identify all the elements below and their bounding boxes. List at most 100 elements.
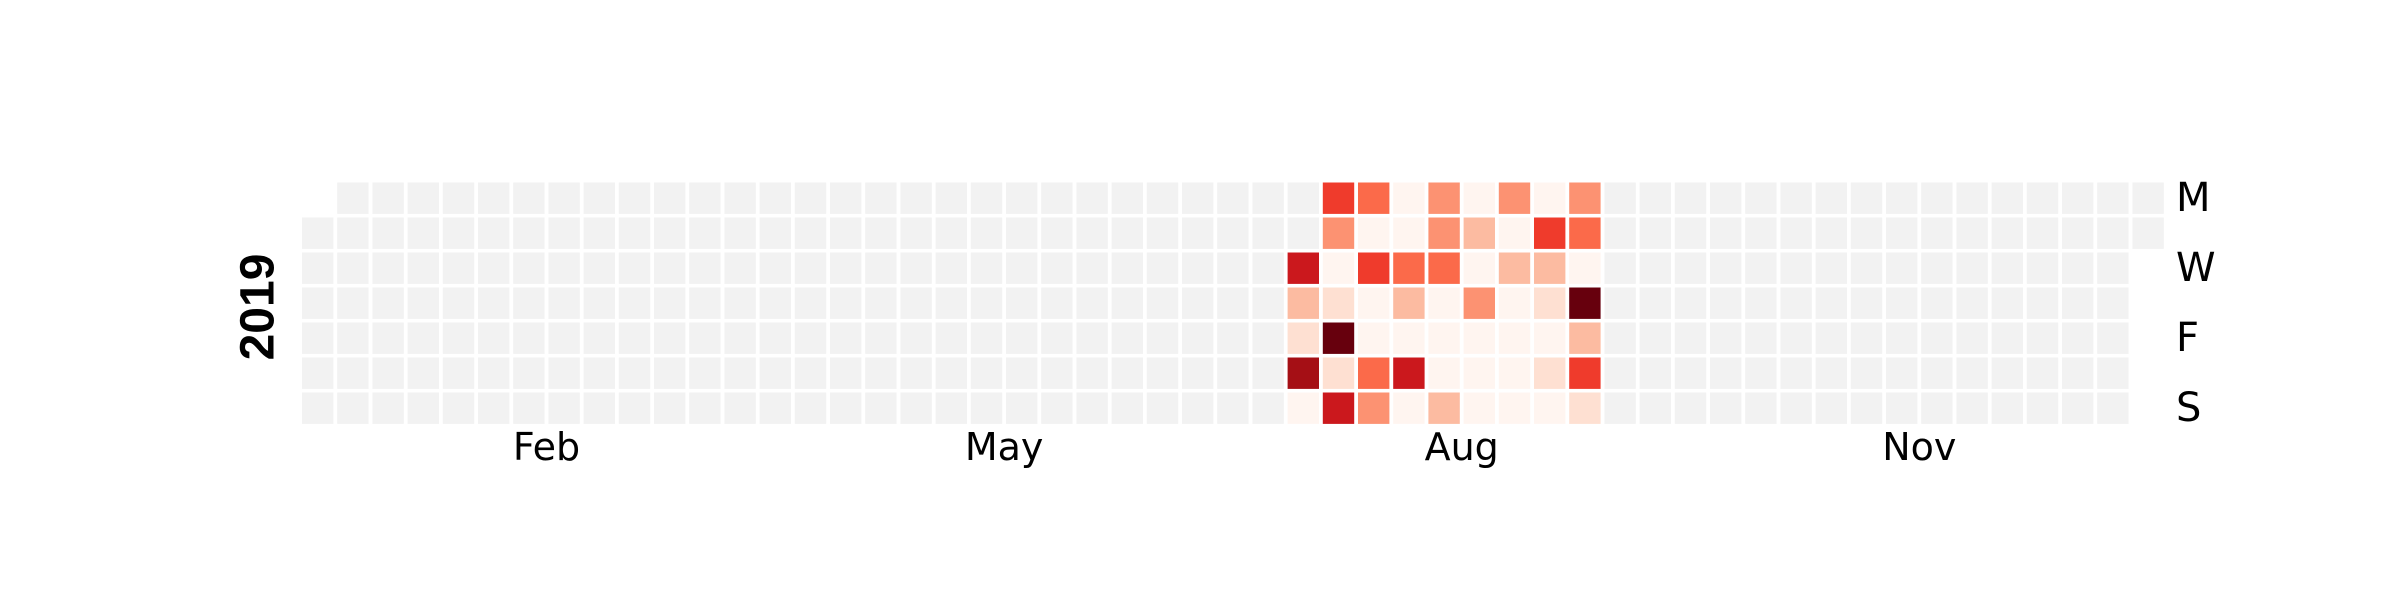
heatmap-cell-week19-tue	[970, 217, 1003, 249]
heatmap-cell-week26-tue	[1217, 217, 1249, 249]
heatmap-cell-week44-thu	[1850, 287, 1883, 319]
heatmap-cell-week43-tue	[1815, 217, 1847, 249]
heatmap-cell-week3-fri	[407, 322, 439, 354]
heatmap-cell-week5-sat	[478, 357, 510, 389]
heatmap-cell-week38-fri	[1639, 322, 1671, 354]
heatmap-cell-week26-fri	[1217, 322, 1249, 354]
heatmap-cell-week2-wed	[372, 252, 404, 284]
heatmap-cell-week43-mon	[1815, 182, 1847, 214]
heatmap-cell-week16-tue	[865, 217, 897, 249]
heatmap-cells	[302, 182, 2164, 424]
heatmap-cell-week0-fri	[302, 322, 334, 354]
heatmap-cell-week33-sun	[1463, 392, 1495, 424]
heatmap-cell-week8-fri	[583, 322, 615, 354]
heatmap-cell-week35-tue	[1534, 217, 1566, 249]
heatmap-cell-week51-thu	[2097, 287, 2129, 319]
heatmap-cell-week9-mon	[618, 182, 651, 214]
heatmap-cell-week41-sat	[1745, 357, 1777, 389]
heatmap-cell-week3-sat	[407, 357, 439, 389]
heatmap-cell-week10-tue	[654, 217, 686, 249]
heatmap-cell-week9-tue	[618, 217, 651, 249]
heatmap-cell-week25-sat	[1182, 357, 1214, 389]
heatmap-cell-week2-thu	[372, 287, 404, 319]
heatmap-cell-week25-tue	[1182, 217, 1214, 249]
heatmap-cell-week46-fri	[1921, 322, 1953, 354]
heatmap-cell-week4-tue	[442, 217, 475, 249]
heatmap-cell-week47-sat	[1956, 357, 1988, 389]
heatmap-cell-week45-sat	[1886, 357, 1918, 389]
heatmap-cell-week20-tue	[1006, 217, 1038, 249]
year-label: 2019	[232, 254, 285, 361]
heatmap-cell-week46-sun	[1921, 392, 1953, 424]
heatmap-cell-week31-thu	[1393, 287, 1425, 319]
heatmap-cell-week48-fri	[1991, 322, 2023, 354]
heatmap-cell-week33-wed	[1463, 252, 1495, 284]
heatmap-cell-week0-sun	[302, 392, 334, 424]
heatmap-cell-week1-wed	[337, 252, 369, 284]
heatmap-cell-week22-sun	[1076, 392, 1108, 424]
heatmap-cell-week39-wed	[1674, 252, 1707, 284]
heatmap-cell-week37-wed	[1604, 252, 1636, 284]
heatmap-cell-week2-fri	[372, 322, 404, 354]
heatmap-cell-week27-mon	[1252, 182, 1284, 214]
heatmap-cell-week16-sat	[865, 357, 897, 389]
heatmap-cell-week3-sun	[407, 392, 439, 424]
heatmap-cell-week17-tue	[900, 217, 932, 249]
heatmap-cell-week40-tue	[1710, 217, 1742, 249]
heatmap-cell-week5-fri	[478, 322, 510, 354]
heatmap-cell-week15-sun	[830, 392, 862, 424]
heatmap-cell-week37-fri	[1604, 322, 1636, 354]
heatmap-cell-week19-fri	[970, 322, 1003, 354]
heatmap-cell-week29-fri	[1322, 322, 1355, 354]
heatmap-cell-week39-thu	[1674, 287, 1707, 319]
heatmap-cell-week48-wed	[1991, 252, 2023, 284]
heatmap-cell-week39-fri	[1674, 322, 1707, 354]
heatmap-cell-week50-tue	[2062, 217, 2094, 249]
heatmap-cell-week15-wed	[830, 252, 862, 284]
heatmap-cell-week35-mon	[1534, 182, 1566, 214]
heatmap-cell-week29-tue	[1322, 217, 1355, 249]
heatmap-cell-week42-sat	[1780, 357, 1812, 389]
heatmap-cell-week26-wed	[1217, 252, 1249, 284]
heatmap-cell-week20-sun	[1006, 392, 1038, 424]
heatmap-cell-week30-sun	[1358, 392, 1390, 424]
heatmap-cell-week11-wed	[689, 252, 721, 284]
heatmap-cell-week32-wed	[1428, 252, 1460, 284]
heatmap-cell-week19-sun	[970, 392, 1003, 424]
heatmap-cell-week40-sun	[1710, 392, 1742, 424]
heatmap-cell-week1-tue	[337, 217, 369, 249]
heatmap-cell-week49-fri	[2026, 322, 2059, 354]
heatmap-cell-week17-thu	[900, 287, 932, 319]
heatmap-cell-week13-thu	[759, 287, 791, 319]
heatmap-cell-week18-sat	[935, 357, 967, 389]
heatmap-cell-week46-mon	[1921, 182, 1953, 214]
heatmap-cell-week18-wed	[935, 252, 967, 284]
heatmap-cell-week47-thu	[1956, 287, 1988, 319]
heatmap-cell-week0-sat	[302, 357, 334, 389]
heatmap-cell-week34-thu	[1498, 287, 1531, 319]
heatmap-cell-week32-sun	[1428, 392, 1460, 424]
heatmap-cell-week20-sat	[1006, 357, 1038, 389]
heatmap-cell-week33-fri	[1463, 322, 1495, 354]
heatmap-cell-week10-mon	[654, 182, 686, 214]
heatmap-cell-week1-sat	[337, 357, 369, 389]
heatmap-cell-week34-wed	[1498, 252, 1531, 284]
heatmap-cell-week9-sun	[618, 392, 651, 424]
heatmap-cell-week1-thu	[337, 287, 369, 319]
heatmap-cell-week13-wed	[759, 252, 791, 284]
heatmap-cell-week16-mon	[865, 182, 897, 214]
heatmap-cell-week31-tue	[1393, 217, 1425, 249]
weekday-label-w-2: W	[2176, 245, 2216, 291]
heatmap-cell-week11-fri	[689, 322, 721, 354]
heatmap-cell-week30-fri	[1358, 322, 1390, 354]
heatmap-cell-week26-thu	[1217, 287, 1249, 319]
heatmap-cell-week1-fri	[337, 322, 369, 354]
heatmap-cell-week18-thu	[935, 287, 967, 319]
heatmap-cell-week24-tue	[1146, 217, 1179, 249]
heatmap-cell-week3-tue	[407, 217, 439, 249]
heatmap-cell-week20-thu	[1006, 287, 1038, 319]
heatmap-cell-week1-mon	[337, 182, 369, 214]
month-label-aug: Aug	[1425, 425, 1499, 469]
heatmap-cell-week1-sun	[337, 392, 369, 424]
heatmap-cell-week3-wed	[407, 252, 439, 284]
